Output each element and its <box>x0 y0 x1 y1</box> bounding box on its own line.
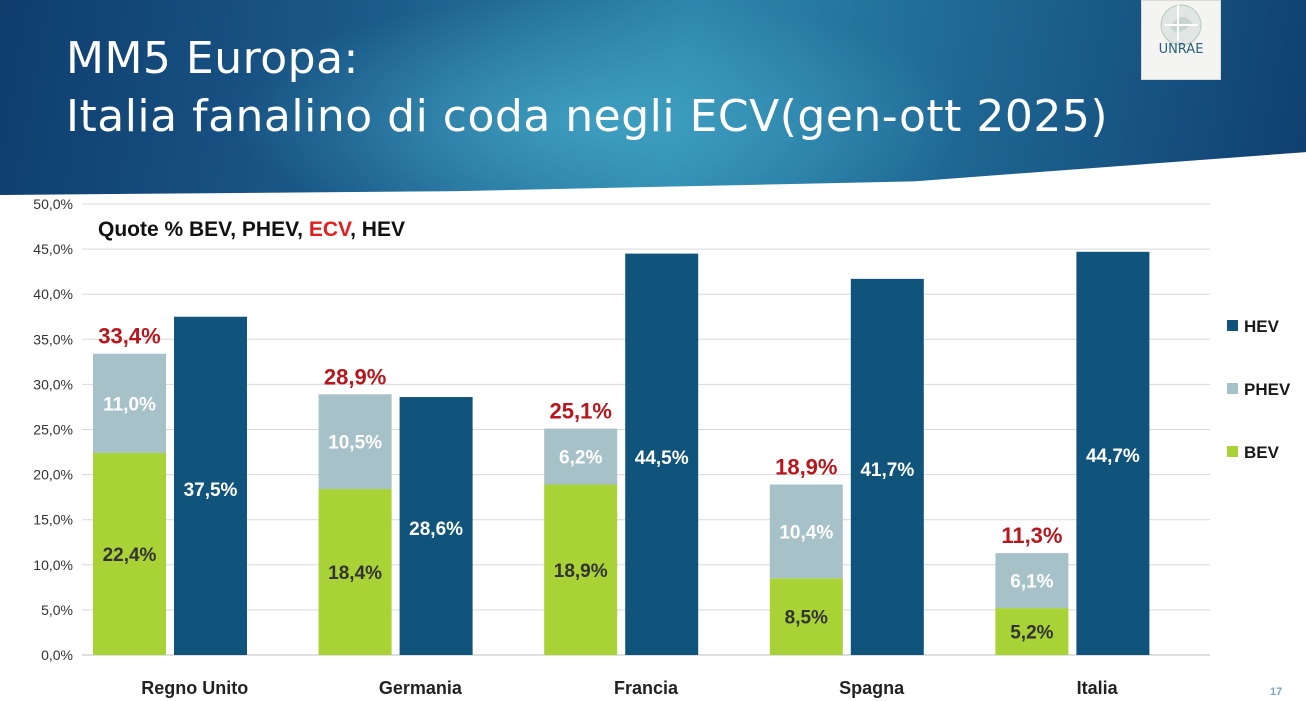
data-label-ecv-total: 18,9% <box>775 455 837 480</box>
bar-hev <box>1076 251 1150 655</box>
chart-title-ecv: ECV <box>308 218 351 241</box>
data-label-ecv-total: 28,9% <box>324 364 386 389</box>
data-label-hev: 28,6% <box>409 519 463 540</box>
chart-title: Quote % BEV, PHEV, ECV, HEV <box>98 218 405 242</box>
y-tick-label: 25,0% <box>33 422 73 438</box>
legend-swatch <box>1227 320 1238 331</box>
chart-title-part-1: Quote % BEV, PHEV, <box>98 218 309 241</box>
bar-bev <box>544 484 618 655</box>
slide-title: MM5 Europa: Italia fanalino di coda negl… <box>66 30 1108 146</box>
legend-label: PHEV <box>1244 380 1291 399</box>
title-banner <box>0 0 1306 195</box>
bar-phev <box>995 553 1069 609</box>
x-category-label: Germania <box>379 678 463 698</box>
data-label-ecv-total: 25,1% <box>550 399 612 424</box>
y-tick-label: 30,0% <box>33 376 73 392</box>
bar-phev <box>318 394 392 490</box>
data-label-bev: 22,4% <box>103 545 157 566</box>
data-label-phev: 10,5% <box>328 433 382 454</box>
title-line-2: Italia fanalino di coda negli ECV(gen-ot… <box>66 91 1109 142</box>
page-number: 17 <box>1270 686 1283 698</box>
data-label-phev: 11,0% <box>103 394 156 415</box>
data-label-phev: 6,1% <box>1010 572 1053 593</box>
y-tick-label: 10,0% <box>33 557 73 573</box>
logo-text: UNRAE <box>1159 42 1204 57</box>
data-label-bev: 8,5% <box>785 608 828 629</box>
title-line-1: MM5 Europa: <box>66 33 359 84</box>
x-category-label: Regno Unito <box>141 678 248 698</box>
bar-hev <box>174 316 247 655</box>
y-tick-label: 45,0% <box>33 241 73 257</box>
data-label-phev: 10,4% <box>779 522 833 543</box>
y-tick-label: 5,0% <box>41 602 73 618</box>
bar-bev <box>318 489 392 655</box>
data-label-hev: 41,7% <box>860 460 914 481</box>
x-category-label: Italia <box>1077 678 1119 698</box>
data-label-hev: 37,5% <box>184 480 238 501</box>
bar-hev <box>850 278 924 655</box>
legend-swatch <box>1227 446 1238 457</box>
bar-phev <box>93 353 166 453</box>
data-label-phev: 6,2% <box>559 448 602 469</box>
data-label-ecv-total: 33,4% <box>98 324 160 349</box>
data-label-hev: 44,5% <box>635 448 689 469</box>
y-tick-label: 20,0% <box>33 467 73 483</box>
bar-hev <box>625 253 699 656</box>
y-tick-label: 35,0% <box>33 331 73 347</box>
bar-bev <box>93 452 166 655</box>
chart-title-part-3: , HEV <box>350 218 405 241</box>
legend-label: HEV <box>1244 317 1280 336</box>
bar-bev <box>769 578 843 655</box>
legend-label: BEV <box>1244 443 1280 462</box>
y-tick-label: 40,0% <box>33 286 73 302</box>
y-tick-label: 50,0% <box>33 196 73 212</box>
data-label-bev: 18,4% <box>328 563 382 584</box>
y-tick-label: 15,0% <box>33 512 73 528</box>
data-label-bev: 5,2% <box>1010 623 1053 644</box>
bar-phev <box>544 428 618 485</box>
data-label-hev: 44,7% <box>1086 446 1140 467</box>
legend-swatch <box>1227 383 1238 394</box>
bar-bev <box>995 608 1069 655</box>
data-label-bev: 18,9% <box>554 561 608 582</box>
unrae-logo: UNRAE <box>1141 0 1221 80</box>
x-category-label: Francia <box>614 678 679 698</box>
bar-hev <box>399 397 473 655</box>
x-category-label: Spagna <box>839 678 905 698</box>
y-tick-label: 0,0% <box>41 647 73 663</box>
bar-phev <box>769 484 843 579</box>
data-label-ecv-total: 11,3% <box>1001 523 1062 548</box>
